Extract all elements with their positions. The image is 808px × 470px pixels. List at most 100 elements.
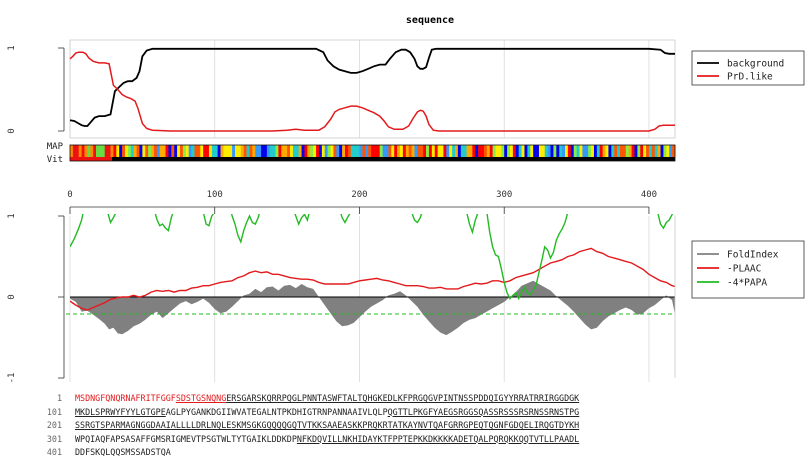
heatmap-cell: [434, 145, 438, 157]
heatmap-cell: [371, 145, 375, 157]
legend-label: background: [727, 59, 784, 70]
heatmap-cell: [295, 145, 299, 157]
heatmap-cell: [255, 145, 259, 157]
heatmap-cell: [666, 145, 670, 157]
heatmap-cell: [232, 145, 236, 157]
heatmap-cell: [550, 145, 554, 157]
heatmap-frame: [69, 144, 676, 162]
heatmap-cell: [521, 145, 525, 157]
heatmap-cell: [373, 145, 378, 157]
heatmap-cell: [669, 145, 673, 157]
heatmap-cell: [634, 145, 638, 157]
heatmap-cell: [153, 145, 158, 157]
heatmap-cell: [336, 145, 340, 157]
heatmap-cell: [350, 145, 354, 157]
heatmap-cell: [562, 145, 566, 157]
heatmap-row-label: Vit: [47, 155, 63, 165]
heatmap-cell: [660, 145, 664, 157]
heatmap-cell: [405, 145, 409, 157]
heatmap-cell: [408, 145, 412, 157]
chart-title: sequence: [406, 15, 454, 26]
heatmap-cell: [214, 145, 218, 157]
top-plot-frame: [69, 39, 676, 139]
sequence-segment: MKDLSPRWYFYYLGTGPE: [75, 406, 166, 417]
sequence-segment: DDFSKQLQQSMSSADSTQA: [75, 447, 171, 457]
bottom-y-tick-label: -1: [7, 373, 17, 384]
heatmap-cell: [483, 145, 488, 157]
heatmap-cell: [182, 145, 187, 157]
heatmap-cell: [292, 145, 297, 157]
heatmap-cell: [301, 145, 305, 157]
heatmap-cell: [620, 145, 624, 157]
heatmap-cell: [101, 145, 106, 157]
sequence-segment: QGTTLPKGFYAEGSRGGSQASSRSSSRSRNSSRNSTPG: [387, 406, 580, 417]
heatmap-cell: [402, 145, 407, 157]
heatmap-cell: [272, 145, 276, 157]
heatmap-cell: [559, 145, 563, 157]
top-legend: [691, 50, 805, 86]
heatmap-cell: [498, 145, 502, 157]
heatmap-cell: [651, 145, 656, 157]
heatmap-cell: [452, 145, 456, 157]
heatmap-cell: [504, 145, 508, 157]
heatmap-cell: [602, 145, 606, 157]
heatmap-cell: [119, 145, 123, 157]
heatmap-cell: [359, 145, 363, 157]
vit-track: [70, 157, 675, 161]
x-tick-label: 0: [67, 190, 72, 200]
heatmap-cell: [605, 145, 609, 157]
heatmap-cell: [345, 145, 349, 157]
heatmap-cell: [400, 145, 404, 157]
top-panel: sequence 0 1 background PrD.like: [7, 15, 805, 139]
heatmap-cell: [588, 145, 592, 157]
heatmap-cell: [570, 145, 574, 157]
heatmap-cell: [304, 145, 308, 157]
sequence-segment: WPQIAQFAPSASAFFGMSRIGMEVTPSGTWLTYTGAIKLD…: [75, 433, 297, 444]
heatmap-cell: [243, 145, 247, 157]
heatmap-cell: [139, 145, 143, 157]
heatmap-cell: [608, 145, 612, 157]
heatmap-cell: [643, 145, 647, 157]
series-area-FoldIndex: [70, 280, 675, 336]
heatmap-panel: MAP Vit 0 100 200 300 400: [47, 142, 676, 214]
heatmap-cell: [104, 145, 108, 157]
top-y-tick-label: 0: [7, 128, 17, 133]
heatmap-cell: [249, 145, 253, 157]
heatmap-cell: [136, 145, 140, 157]
heatmap-cell: [356, 145, 360, 157]
heatmap-cell: [368, 145, 372, 157]
heatmap-cell: [640, 145, 644, 157]
heatmap-cell: [388, 145, 392, 157]
heatmap-cell: [576, 145, 580, 157]
series-line--4*PAPA: [70, 214, 674, 301]
heatmap-cell: [657, 145, 661, 157]
heatmap-cell: [125, 145, 129, 157]
heatmap-cell: [197, 145, 201, 157]
heatmap-cell: [475, 145, 479, 157]
bottom-plot-area: [70, 214, 675, 336]
x-tick-label: 100: [207, 190, 223, 200]
sequence-row-number: 201: [46, 420, 62, 430]
heatmap-cell: [316, 145, 320, 157]
heatmap-cell: [460, 145, 464, 157]
heatmap-cell: [478, 145, 482, 157]
heatmap-cell: [151, 145, 155, 157]
heatmap-cell: [98, 145, 103, 157]
vit-track-highlight: [70, 157, 112, 161]
heatmap-cell: [211, 145, 216, 157]
heatmap-cell: [200, 145, 204, 157]
heatmap-cell: [672, 145, 676, 157]
heatmap-cell: [284, 145, 288, 157]
heatmap-cell: [631, 145, 635, 157]
heatmap-cell: [637, 145, 641, 157]
heatmap-cell: [96, 145, 100, 157]
heatmap-cell: [544, 145, 548, 157]
heatmap-cell: [579, 145, 583, 157]
heatmap-cell: [133, 145, 137, 157]
heatmap-cell: [567, 145, 572, 157]
sequence-row-text: DDFSKQLQQSMSSADSTQA: [75, 446, 171, 459]
sequence-row: 201 SSRGTSPARMAGNGGDAAIALLLLDRLNQLESKMSGK…: [0, 419, 579, 432]
heatmap-cell: [313, 145, 317, 157]
heatmap-cell: [622, 145, 627, 157]
heatmap-cell: [220, 145, 224, 157]
